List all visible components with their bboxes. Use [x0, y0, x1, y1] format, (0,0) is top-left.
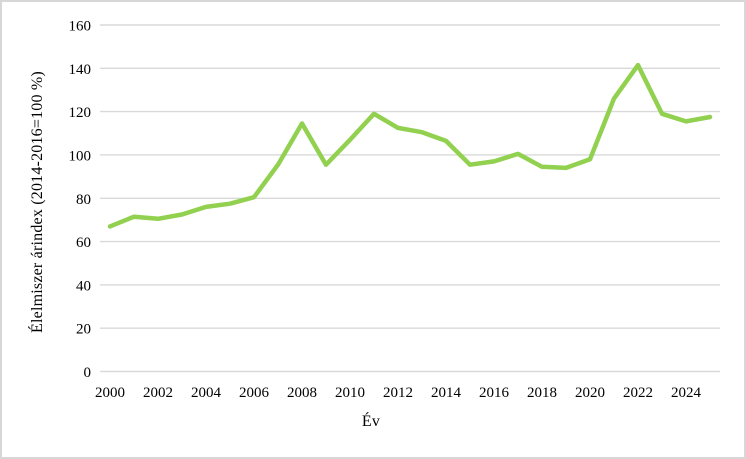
x-tick-label: 2004	[191, 385, 222, 401]
x-tick-label: 2012	[383, 385, 413, 401]
x-tick-label: 2024	[671, 385, 702, 401]
x-axis-title: Év	[361, 413, 381, 430]
x-tick-label: 2020	[575, 385, 605, 401]
x-tick-label: 2008	[287, 385, 317, 401]
y-tick-label: 0	[84, 365, 92, 381]
x-tick-label: 2016	[479, 385, 510, 401]
x-tick-label: 2000	[95, 385, 125, 401]
y-tick-label: 60	[76, 235, 91, 251]
x-tick-label: 2018	[527, 385, 557, 401]
y-tick-label: 40	[76, 278, 91, 294]
y-tick-label: 80	[76, 192, 91, 208]
x-tick-label: 2010	[335, 385, 365, 401]
y-tick-label: 160	[69, 19, 92, 35]
x-tick-label: 2002	[143, 385, 173, 401]
y-tick-label: 140	[69, 62, 92, 78]
x-tick-label: 2006	[239, 385, 270, 401]
y-tick-label: 120	[69, 105, 92, 121]
y-axis-title: Élelmiszer árindex (2014-2016=100 %)	[29, 71, 46, 333]
x-tick-label: 2022	[623, 385, 653, 401]
y-tick-label: 100	[69, 148, 92, 164]
data-series-line	[107, 62, 713, 229]
y-tick-label: 20	[76, 322, 91, 338]
x-tick-label: 2014	[431, 385, 462, 401]
